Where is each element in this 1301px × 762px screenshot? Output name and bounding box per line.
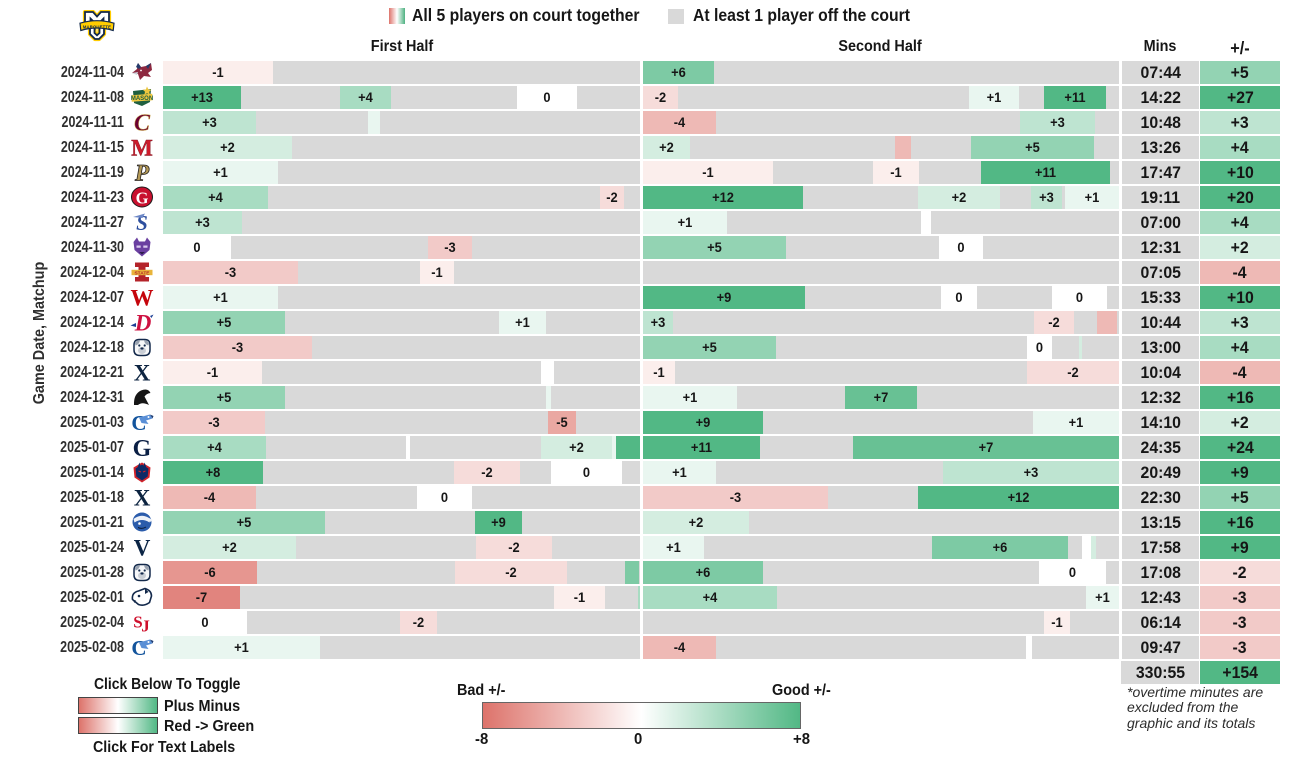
svg-text:M: M xyxy=(131,136,153,158)
svg-text:S: S xyxy=(136,211,148,233)
svg-text:MARQUETTE: MARQUETTE xyxy=(83,24,111,29)
svg-text:MASON: MASON xyxy=(131,96,153,102)
svg-text:V: V xyxy=(134,536,151,558)
svg-text:W: W xyxy=(131,286,154,308)
svg-text:X: X xyxy=(134,361,151,383)
svg-text:STATE: STATE xyxy=(134,270,150,276)
svg-text:D: D xyxy=(134,311,152,333)
svg-text:S: S xyxy=(133,613,142,632)
svg-text:G: G xyxy=(133,436,152,458)
svg-text:P: P xyxy=(134,161,150,183)
svg-text:G: G xyxy=(136,189,149,208)
svg-text:X: X xyxy=(134,486,151,508)
svg-text:J: J xyxy=(141,617,150,634)
svg-text:C: C xyxy=(134,111,151,133)
